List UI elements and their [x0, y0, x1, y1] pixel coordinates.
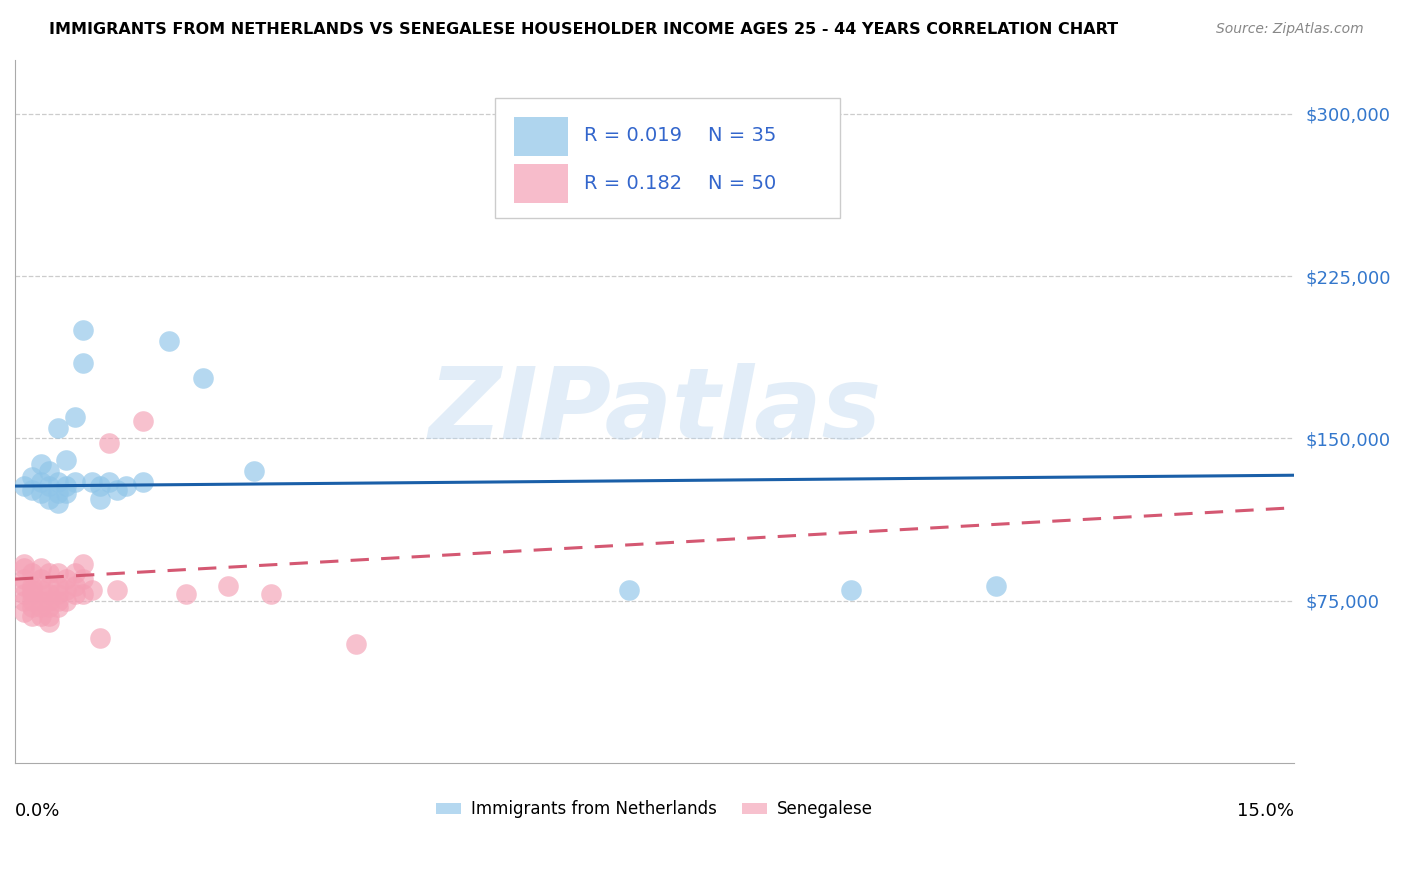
Point [21, 483, 44, 498]
Text: N = 35: N = 35 [709, 126, 776, 145]
Point [55, 479, 77, 493]
Point [46, 579, 69, 593]
Point [80, 475, 103, 489]
Point [30, 485, 52, 500]
Point [46, 496, 69, 510]
Point [105, 582, 128, 597]
Point [38, 566, 60, 580]
FancyBboxPatch shape [515, 164, 568, 203]
Point [38, 609, 60, 624]
Point [38, 464, 60, 478]
Point [13, 561, 35, 575]
Point [217, 579, 239, 593]
Point [30, 600, 52, 615]
Point [89, 631, 111, 645]
FancyBboxPatch shape [495, 98, 841, 218]
Point [21, 609, 44, 624]
Point [38, 579, 60, 593]
Point [63, 566, 86, 580]
Point [46, 587, 69, 601]
Text: ZIPatlas: ZIPatlas [429, 363, 882, 460]
Point [72, 587, 94, 601]
Point [63, 475, 86, 489]
Point [21, 587, 44, 601]
Point [55, 594, 77, 608]
Point [72, 323, 94, 337]
Text: IMMIGRANTS FROM NETHERLANDS VS SENEGALESE HOUSEHOLDER INCOME AGES 25 - 44 YEARS : IMMIGRANTS FROM NETHERLANDS VS SENEGALES… [49, 22, 1118, 37]
Point [63, 579, 86, 593]
Point [13, 557, 35, 571]
Point [55, 582, 77, 597]
Point [30, 458, 52, 472]
Point [46, 600, 69, 615]
Point [174, 587, 197, 601]
Point [30, 561, 52, 575]
FancyBboxPatch shape [515, 117, 568, 156]
Point [157, 334, 180, 348]
Point [13, 579, 35, 593]
Point [38, 479, 60, 493]
Point [583, 182, 606, 196]
Point [132, 414, 155, 428]
Legend: Immigrants from Netherlands, Senegalese: Immigrants from Netherlands, Senegalese [430, 794, 880, 825]
Point [63, 587, 86, 601]
Point [13, 605, 35, 619]
Point [38, 600, 60, 615]
Point [21, 594, 44, 608]
Point [115, 479, 138, 493]
Point [105, 483, 128, 498]
Point [13, 587, 35, 601]
Point [558, 171, 581, 186]
Point [21, 600, 44, 615]
Point [30, 609, 52, 624]
Point [55, 485, 77, 500]
Point [21, 566, 44, 580]
Point [984, 579, 1007, 593]
Point [46, 420, 69, 434]
Point [30, 475, 52, 489]
Point [97, 435, 120, 450]
Point [63, 409, 86, 424]
Point [38, 594, 60, 608]
Point [21, 579, 44, 593]
Point [55, 572, 77, 586]
Point [38, 491, 60, 506]
Point [46, 566, 69, 580]
Point [13, 594, 35, 608]
Point [132, 475, 155, 489]
Point [46, 475, 69, 489]
Point [344, 637, 367, 651]
Text: R = 0.182: R = 0.182 [585, 174, 682, 193]
Point [38, 587, 60, 601]
Point [46, 485, 69, 500]
Point [13, 572, 35, 586]
Text: 0.0%: 0.0% [15, 802, 60, 820]
Point [30, 594, 52, 608]
Text: N = 50: N = 50 [709, 174, 776, 193]
Point [72, 557, 94, 571]
Point [243, 464, 266, 478]
Point [97, 475, 120, 489]
Point [21, 582, 44, 597]
Point [38, 615, 60, 630]
Text: R = 0.019: R = 0.019 [585, 126, 682, 145]
Point [89, 491, 111, 506]
Point [21, 470, 44, 484]
Text: 15.0%: 15.0% [1237, 802, 1295, 820]
Point [89, 479, 111, 493]
Point [191, 371, 214, 385]
Point [72, 356, 94, 370]
Point [260, 587, 283, 601]
Point [839, 582, 862, 597]
Point [617, 582, 640, 597]
Point [30, 582, 52, 597]
Point [13, 479, 35, 493]
Point [30, 572, 52, 586]
Point [55, 453, 77, 467]
Point [80, 582, 103, 597]
Text: Source: ZipAtlas.com: Source: ZipAtlas.com [1216, 22, 1364, 37]
Point [46, 594, 69, 608]
Point [72, 572, 94, 586]
